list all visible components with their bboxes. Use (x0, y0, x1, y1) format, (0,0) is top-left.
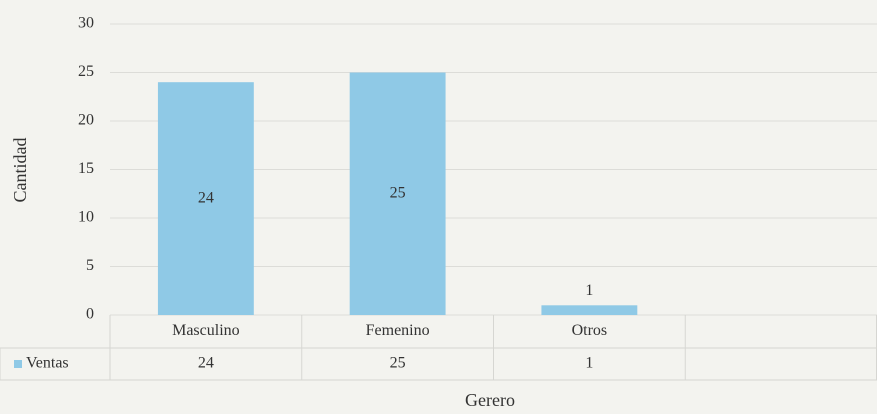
y-tick-label: 20 (78, 112, 94, 129)
table-value: 1 (585, 355, 593, 372)
y-tick-label: 5 (86, 257, 94, 274)
bar (541, 305, 638, 315)
y-tick-label: 10 (78, 209, 94, 226)
table-value: 25 (390, 355, 406, 372)
y-tick-label: 25 (78, 63, 94, 80)
y-tick-label: 0 (86, 306, 94, 323)
table-value: 24 (198, 355, 214, 372)
y-axis-title: Cantidad (10, 138, 30, 203)
legend-label: Ventas (26, 355, 69, 372)
y-tick-label: 30 (78, 15, 94, 32)
bar (349, 72, 446, 315)
y-tick-label: 15 (78, 160, 94, 177)
data-label: 1 (585, 282, 593, 299)
data-label: 25 (390, 184, 406, 201)
x-tick-label: Otros (572, 322, 608, 339)
bar (157, 82, 254, 315)
legend-key (14, 360, 22, 368)
x-tick-label: Femenino (366, 322, 430, 339)
data-label: 24 (198, 189, 214, 206)
x-tick-label: Masculino (172, 322, 240, 339)
x-axis-title: Gerero (465, 390, 515, 410)
